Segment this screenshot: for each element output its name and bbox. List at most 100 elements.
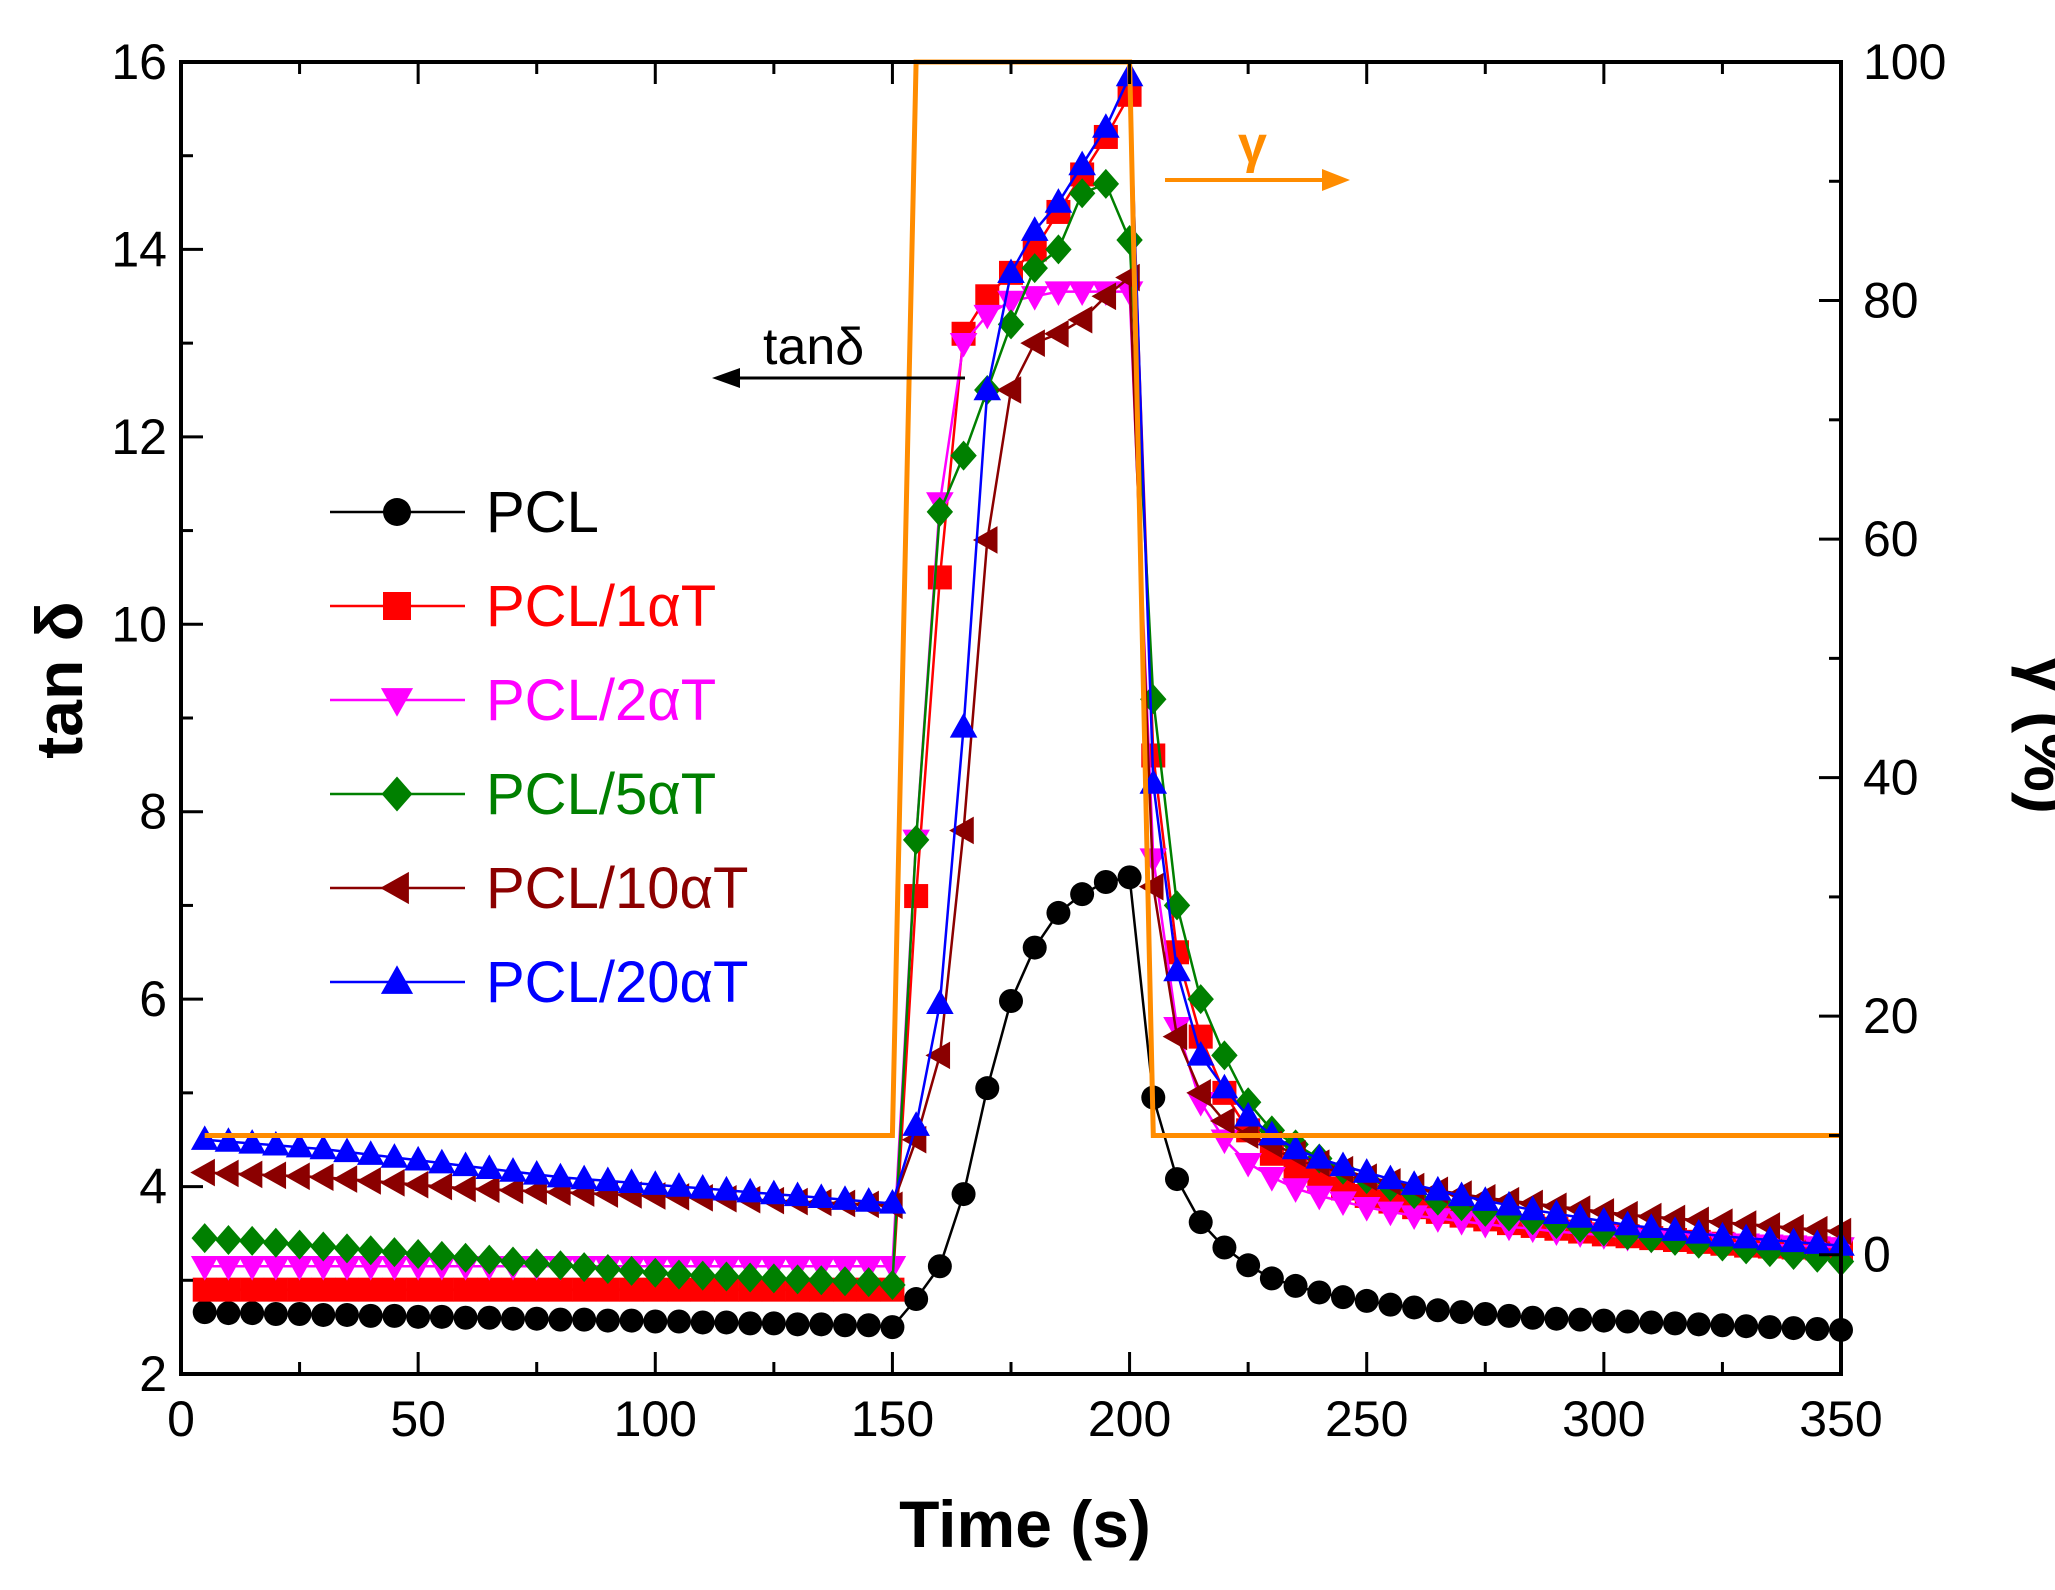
data-point-pcl-5-t [1021,253,1048,284]
data-point-pcl [714,1310,739,1335]
legend-label: PCL/10αT [486,856,748,921]
data-point-pcl-20-t [1044,188,1073,213]
data-point-pcl-10-t [380,1169,405,1197]
data-point-pcl [927,1254,952,1279]
data-point-pcl-20-t [1803,1229,1832,1254]
data-point-pcl-5-t [736,1262,764,1293]
data-point-pcl [1283,1273,1308,1298]
data-point-pcl-20-t [949,712,978,738]
data-point-pcl-20-t [712,1175,741,1201]
data-point-pcl [1805,1317,1830,1342]
gamma-arrow-head [1322,169,1350,191]
data-point-pcl [1046,900,1071,925]
data-point-pcl-10-t [261,1161,287,1190]
axes: 0 50 100 150 200 250 300 350 2 4 6 8 10 12 14 16 0 20 40 60… [111,34,1946,1447]
data-point-pcl-20-t [1756,1225,1784,1251]
data-point-pcl-2-t [1044,281,1073,306]
legend: PCL PCL/1αT PCL/2αT PCL/5αT PCL/10αT PCL/20αT [330,480,748,1015]
data-point-pcl-10-t [1186,1079,1211,1107]
legend-item-pcl-2-t: PCL/2αT [330,668,716,733]
data-point-pcl-2-t [949,332,978,358]
data-point-pcl-20-t [238,1129,266,1154]
y-tick-label: 12 [111,409,167,465]
data-point-pcl-1-t [904,884,929,909]
data-point-pcl-20-t [1542,1199,1571,1224]
data-point-pcl-20-t [997,258,1025,284]
data-point-pcl-20-t [428,1148,456,1174]
data-point-pcl-5-t [1068,178,1096,209]
data-point-pcl-20-t [499,1157,527,1182]
data-point-pcl [1449,1300,1474,1325]
data-point-pcl-5-t [357,1235,384,1266]
data-point-pcl-20-t [594,1166,622,1192]
annotations: tanδ γ [712,116,1350,388]
data-point-pcl-2-t [190,1256,219,1281]
data-point-pcl-5-t [262,1227,290,1258]
data-point-pcl [240,1301,265,1326]
data-point-pcl-20-t [1020,216,1049,241]
y-tick-label: 14 [111,221,167,277]
data-point-pcl [1544,1306,1569,1331]
data-point-pcl [1331,1285,1355,1310]
data-point-pcl-1-t [311,1277,336,1302]
data-point-pcl-10-t [332,1165,358,1193]
legend-item-pcl: PCL [330,480,599,545]
data-point-pcl-20-t [831,1185,859,1210]
data-point-pcl [311,1302,336,1327]
data-point-pcl [690,1310,715,1335]
data-point-pcl [1473,1302,1498,1327]
legend-label: PCL/20αT [486,950,748,1015]
data-point-pcl [524,1306,549,1331]
data-point-pcl-20-t [1590,1206,1618,1232]
data-point-pcl [382,1303,407,1328]
data-point-pcl-5-t [238,1225,266,1256]
data-point-pcl [501,1306,525,1331]
data-point-pcl-20-t [736,1177,764,1203]
data-point-pcl-2-t [285,1256,314,1281]
legend-marker [380,965,414,994]
data-point-pcl-10-t [308,1163,334,1191]
data-point-pcl [1378,1292,1403,1317]
data-point-pcl-5-t [618,1255,645,1286]
data-point-pcl-5-t [310,1231,337,1262]
data-point-pcl-2-t [1281,1178,1310,1203]
series-line-pcl-10-t [204,274,1842,1233]
data-point-pcl-5-t [215,1224,242,1255]
data-point-pcl-5-t [452,1242,479,1273]
x-axis-title: Time (s) [899,1487,1151,1561]
data-point-pcl-5-t [926,496,954,527]
data-point-pcl-20-t [1471,1186,1500,1211]
data-point-pcl-1-t [263,1277,288,1302]
data-point-pcl-5-t [1045,234,1072,265]
legend-label: PCL [486,480,599,545]
series-line-pcl-2-t [204,290,1842,1268]
data-point-pcl-10-t [498,1176,524,1205]
data-point-pcl-20-t [688,1174,717,1199]
legend-item-pcl-10-t: PCL/10αT [330,856,748,921]
data-point-pcl [453,1305,478,1330]
data-point-pcl-20-t [1163,956,1191,982]
legend-label: PCL/2αT [486,668,716,733]
data-point-pcl-20-t [570,1164,598,1190]
data-point-pcl [1686,1312,1711,1337]
data-point-pcl-20-t [1376,1164,1405,1190]
data-point-pcl [1615,1309,1640,1334]
data-point-pcl-20-t [1234,1101,1262,1127]
data-point-pcl-20-t [546,1162,575,1188]
data-point-pcl-1-t [429,1277,454,1302]
data-point-pcl-5-t [665,1259,693,1290]
data-point-pcl [1757,1315,1782,1340]
data-point-pcl-2-t [262,1256,290,1281]
data-point-pcl-20-t [262,1130,290,1156]
data-point-pcl-2-t [1447,1211,1476,1236]
legend-item-pcl-5-t: PCL/5αT [330,762,716,827]
data-point-pcl-1-t [975,284,1000,309]
data-point-pcl-2-t [1424,1208,1452,1233]
y-tick-label: 6 [139,971,167,1027]
data-point-pcl [287,1302,312,1327]
data-point-pcl-10-t [285,1162,310,1191]
data-point-pcl-20-t [1779,1227,1808,1253]
legend-marker [380,871,409,905]
x-tick-label: 50 [390,1391,446,1447]
data-point-pcl-5-t [784,1264,811,1295]
